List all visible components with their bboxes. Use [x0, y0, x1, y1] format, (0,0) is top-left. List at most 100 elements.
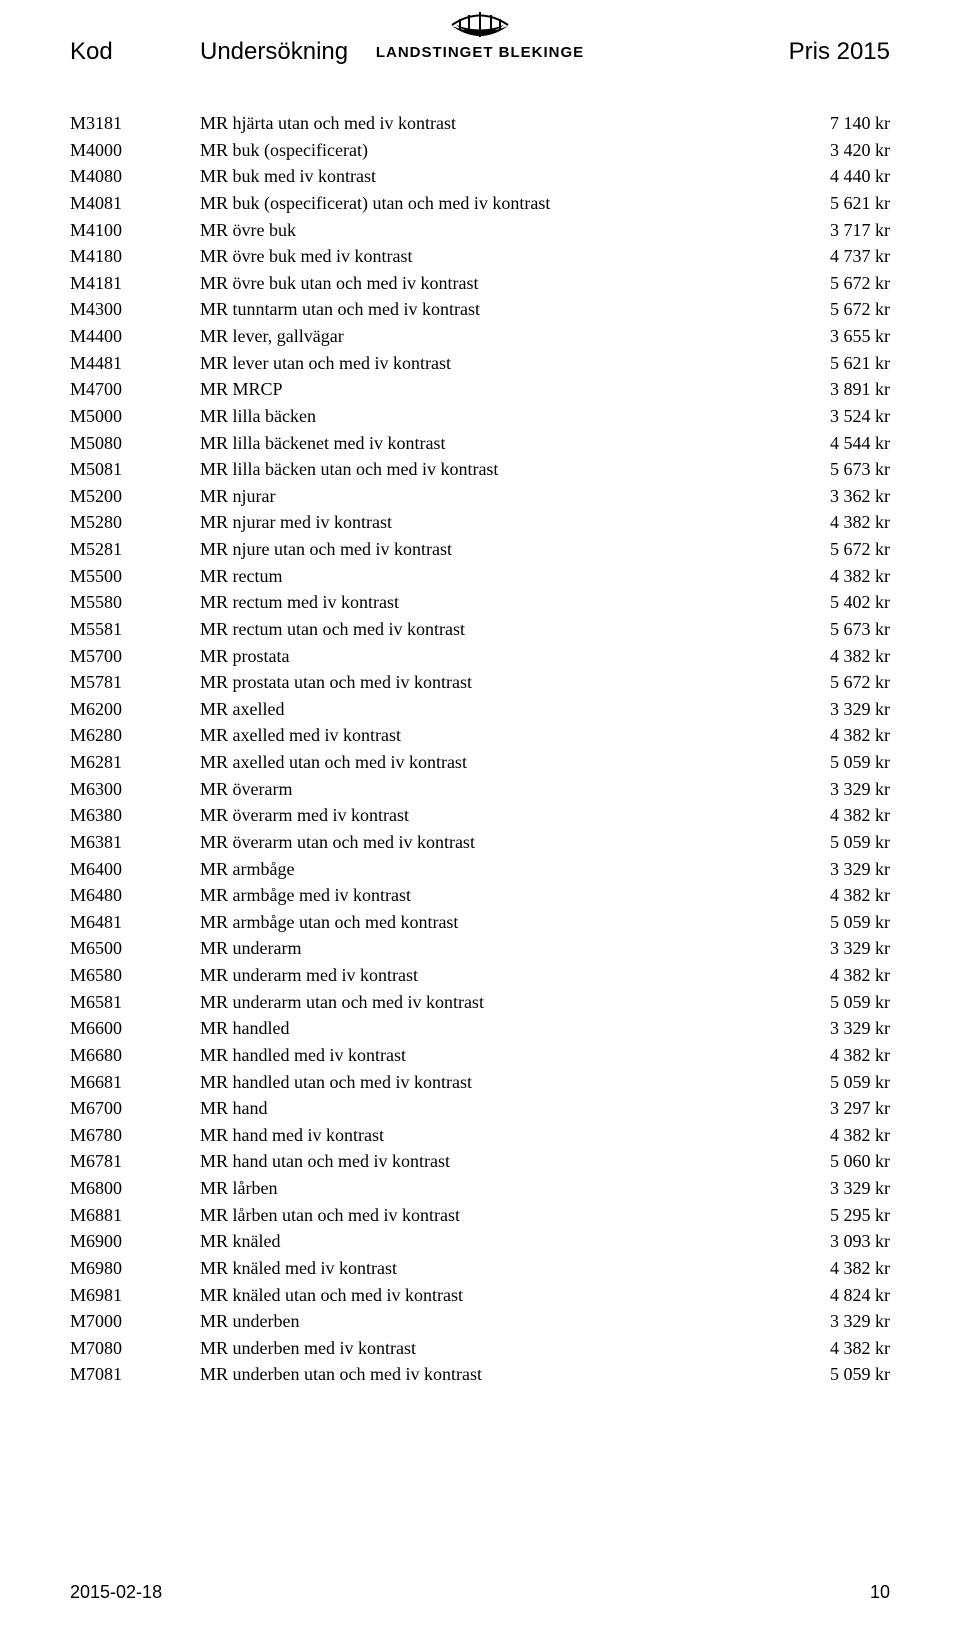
cell-code: M6780 — [70, 1122, 200, 1149]
cell-desc: MR övre buk — [200, 217, 780, 244]
cell-desc: MR lårben utan och med iv kontrast — [200, 1202, 780, 1229]
cell-price: 4 737 kr — [780, 243, 890, 270]
cell-desc: MR axelled med iv kontrast — [200, 722, 780, 749]
cell-desc: MR hand — [200, 1095, 780, 1122]
cell-code: M5200 — [70, 483, 200, 510]
table-row: M7081MR underben utan och med iv kontras… — [70, 1361, 890, 1388]
table-row: M4481MR lever utan och med iv kontrast5 … — [70, 350, 890, 377]
cell-code: M4100 — [70, 217, 200, 244]
table-row: M5580MR rectum med iv kontrast5 402 kr — [70, 589, 890, 616]
cell-price: 5 059 kr — [780, 1069, 890, 1096]
cell-price: 5 059 kr — [780, 829, 890, 856]
cell-price: 5 059 kr — [780, 909, 890, 936]
table-row: M6680MR handled med iv kontrast4 382 kr — [70, 1042, 890, 1069]
table-row: M4400MR lever, gallvägar3 655 kr — [70, 323, 890, 350]
cell-code: M5000 — [70, 403, 200, 430]
footer-date: 2015-02-18 — [70, 1582, 162, 1603]
table-row: M6380MR överarm med iv kontrast4 382 kr — [70, 802, 890, 829]
cell-desc: MR övre buk utan och med iv kontrast — [200, 270, 780, 297]
table-row: M5080MR lilla bäckenet med iv kontrast4 … — [70, 430, 890, 457]
table-row: M6780MR hand med iv kontrast4 382 kr — [70, 1122, 890, 1149]
page: LANDSTINGET BLEKINGE Kod Undersökning Pr… — [0, 0, 960, 1631]
cell-desc: MR armbåge — [200, 856, 780, 883]
cell-desc: MR handled utan och med iv kontrast — [200, 1069, 780, 1096]
boat-logo-icon — [448, 12, 512, 42]
cell-code: M4400 — [70, 323, 200, 350]
cell-price: 5 059 kr — [780, 1361, 890, 1388]
cell-price: 4 382 kr — [780, 1335, 890, 1362]
footer-pageno: 10 — [870, 1582, 890, 1603]
cell-price: 5 672 kr — [780, 536, 890, 563]
cell-desc: MR lever, gallvägar — [200, 323, 780, 350]
table-row: M6700MR hand3 297 kr — [70, 1095, 890, 1122]
cell-code: M4000 — [70, 137, 200, 164]
cell-code: M6481 — [70, 909, 200, 936]
cell-desc: MR axelled — [200, 696, 780, 723]
logo-block: LANDSTINGET BLEKINGE — [0, 12, 960, 62]
table-row: M4081MR buk (ospecificerat) utan och med… — [70, 190, 890, 217]
cell-price: 3 329 kr — [780, 935, 890, 962]
cell-price: 5 295 kr — [780, 1202, 890, 1229]
cell-price: 4 382 kr — [780, 962, 890, 989]
cell-price: 3 329 kr — [780, 856, 890, 883]
cell-desc: MR lilla bäcken utan och med iv kontrast — [200, 456, 780, 483]
table-row: M6781MR hand utan och med iv kontrast5 0… — [70, 1148, 890, 1175]
cell-price: 5 060 kr — [780, 1148, 890, 1175]
cell-desc: MR rectum med iv kontrast — [200, 589, 780, 616]
cell-desc: MR lilla bäckenet med iv kontrast — [200, 430, 780, 457]
logo-text: LANDSTINGET BLEKINGE — [376, 44, 584, 61]
cell-code: M6981 — [70, 1282, 200, 1309]
cell-code: M6500 — [70, 935, 200, 962]
logo: LANDSTINGET BLEKINGE — [376, 12, 584, 61]
cell-code: M6200 — [70, 696, 200, 723]
cell-code: M6600 — [70, 1015, 200, 1042]
cell-desc: MR underben — [200, 1308, 780, 1335]
cell-code: M6680 — [70, 1042, 200, 1069]
table-row: M6681MR handled utan och med iv kontrast… — [70, 1069, 890, 1096]
cell-price: 3 891 kr — [780, 376, 890, 403]
table-row: M5781MR prostata utan och med iv kontras… — [70, 669, 890, 696]
cell-code: M4481 — [70, 350, 200, 377]
cell-price: 3 329 kr — [780, 776, 890, 803]
table-row: M7000MR underben3 329 kr — [70, 1308, 890, 1335]
table-row: M5581MR rectum utan och med iv kontrast5… — [70, 616, 890, 643]
cell-desc: MR lever utan och med iv kontrast — [200, 350, 780, 377]
cell-price: 7 140 kr — [780, 110, 890, 137]
cell-code: M7080 — [70, 1335, 200, 1362]
cell-price: 4 440 kr — [780, 163, 890, 190]
cell-desc: MR lilla bäcken — [200, 403, 780, 430]
cell-price: 3 717 kr — [780, 217, 890, 244]
cell-desc: MR knäled utan och med iv kontrast — [200, 1282, 780, 1309]
cell-price: 5 621 kr — [780, 350, 890, 377]
table-row: M6580MR underarm med iv kontrast4 382 kr — [70, 962, 890, 989]
cell-desc: MR buk (ospecificerat) utan och med iv k… — [200, 190, 780, 217]
cell-price: 5 402 kr — [780, 589, 890, 616]
cell-code: M7000 — [70, 1308, 200, 1335]
cell-price: 5 673 kr — [780, 456, 890, 483]
cell-code: M5280 — [70, 509, 200, 536]
cell-code: M6300 — [70, 776, 200, 803]
cell-desc: MR buk (ospecificerat) — [200, 137, 780, 164]
cell-price: 4 382 kr — [780, 643, 890, 670]
cell-code: M6881 — [70, 1202, 200, 1229]
cell-price: 3 093 kr — [780, 1228, 890, 1255]
cell-desc: MR njure utan och med iv kontrast — [200, 536, 780, 563]
table-row: M6800MR lårben3 329 kr — [70, 1175, 890, 1202]
cell-desc: MR rectum utan och med iv kontrast — [200, 616, 780, 643]
table-row: M6881MR lårben utan och med iv kontrast5… — [70, 1202, 890, 1229]
cell-price: 5 621 kr — [780, 190, 890, 217]
table-row: M6481MR armbåge utan och med kontrast5 0… — [70, 909, 890, 936]
cell-desc: MR prostata — [200, 643, 780, 670]
cell-desc: MR underben utan och med iv kontrast — [200, 1361, 780, 1388]
cell-desc: MR knäled med iv kontrast — [200, 1255, 780, 1282]
cell-price: 5 059 kr — [780, 749, 890, 776]
cell-price: 4 382 kr — [780, 882, 890, 909]
cell-desc: MR överarm utan och med iv kontrast — [200, 829, 780, 856]
cell-code: M5081 — [70, 456, 200, 483]
cell-code: M6480 — [70, 882, 200, 909]
cell-code: M4300 — [70, 296, 200, 323]
cell-desc: MR MRCP — [200, 376, 780, 403]
table-row: M5700MR prostata4 382 kr — [70, 643, 890, 670]
cell-code: M6381 — [70, 829, 200, 856]
table-row: M4180MR övre buk med iv kontrast4 737 kr — [70, 243, 890, 270]
